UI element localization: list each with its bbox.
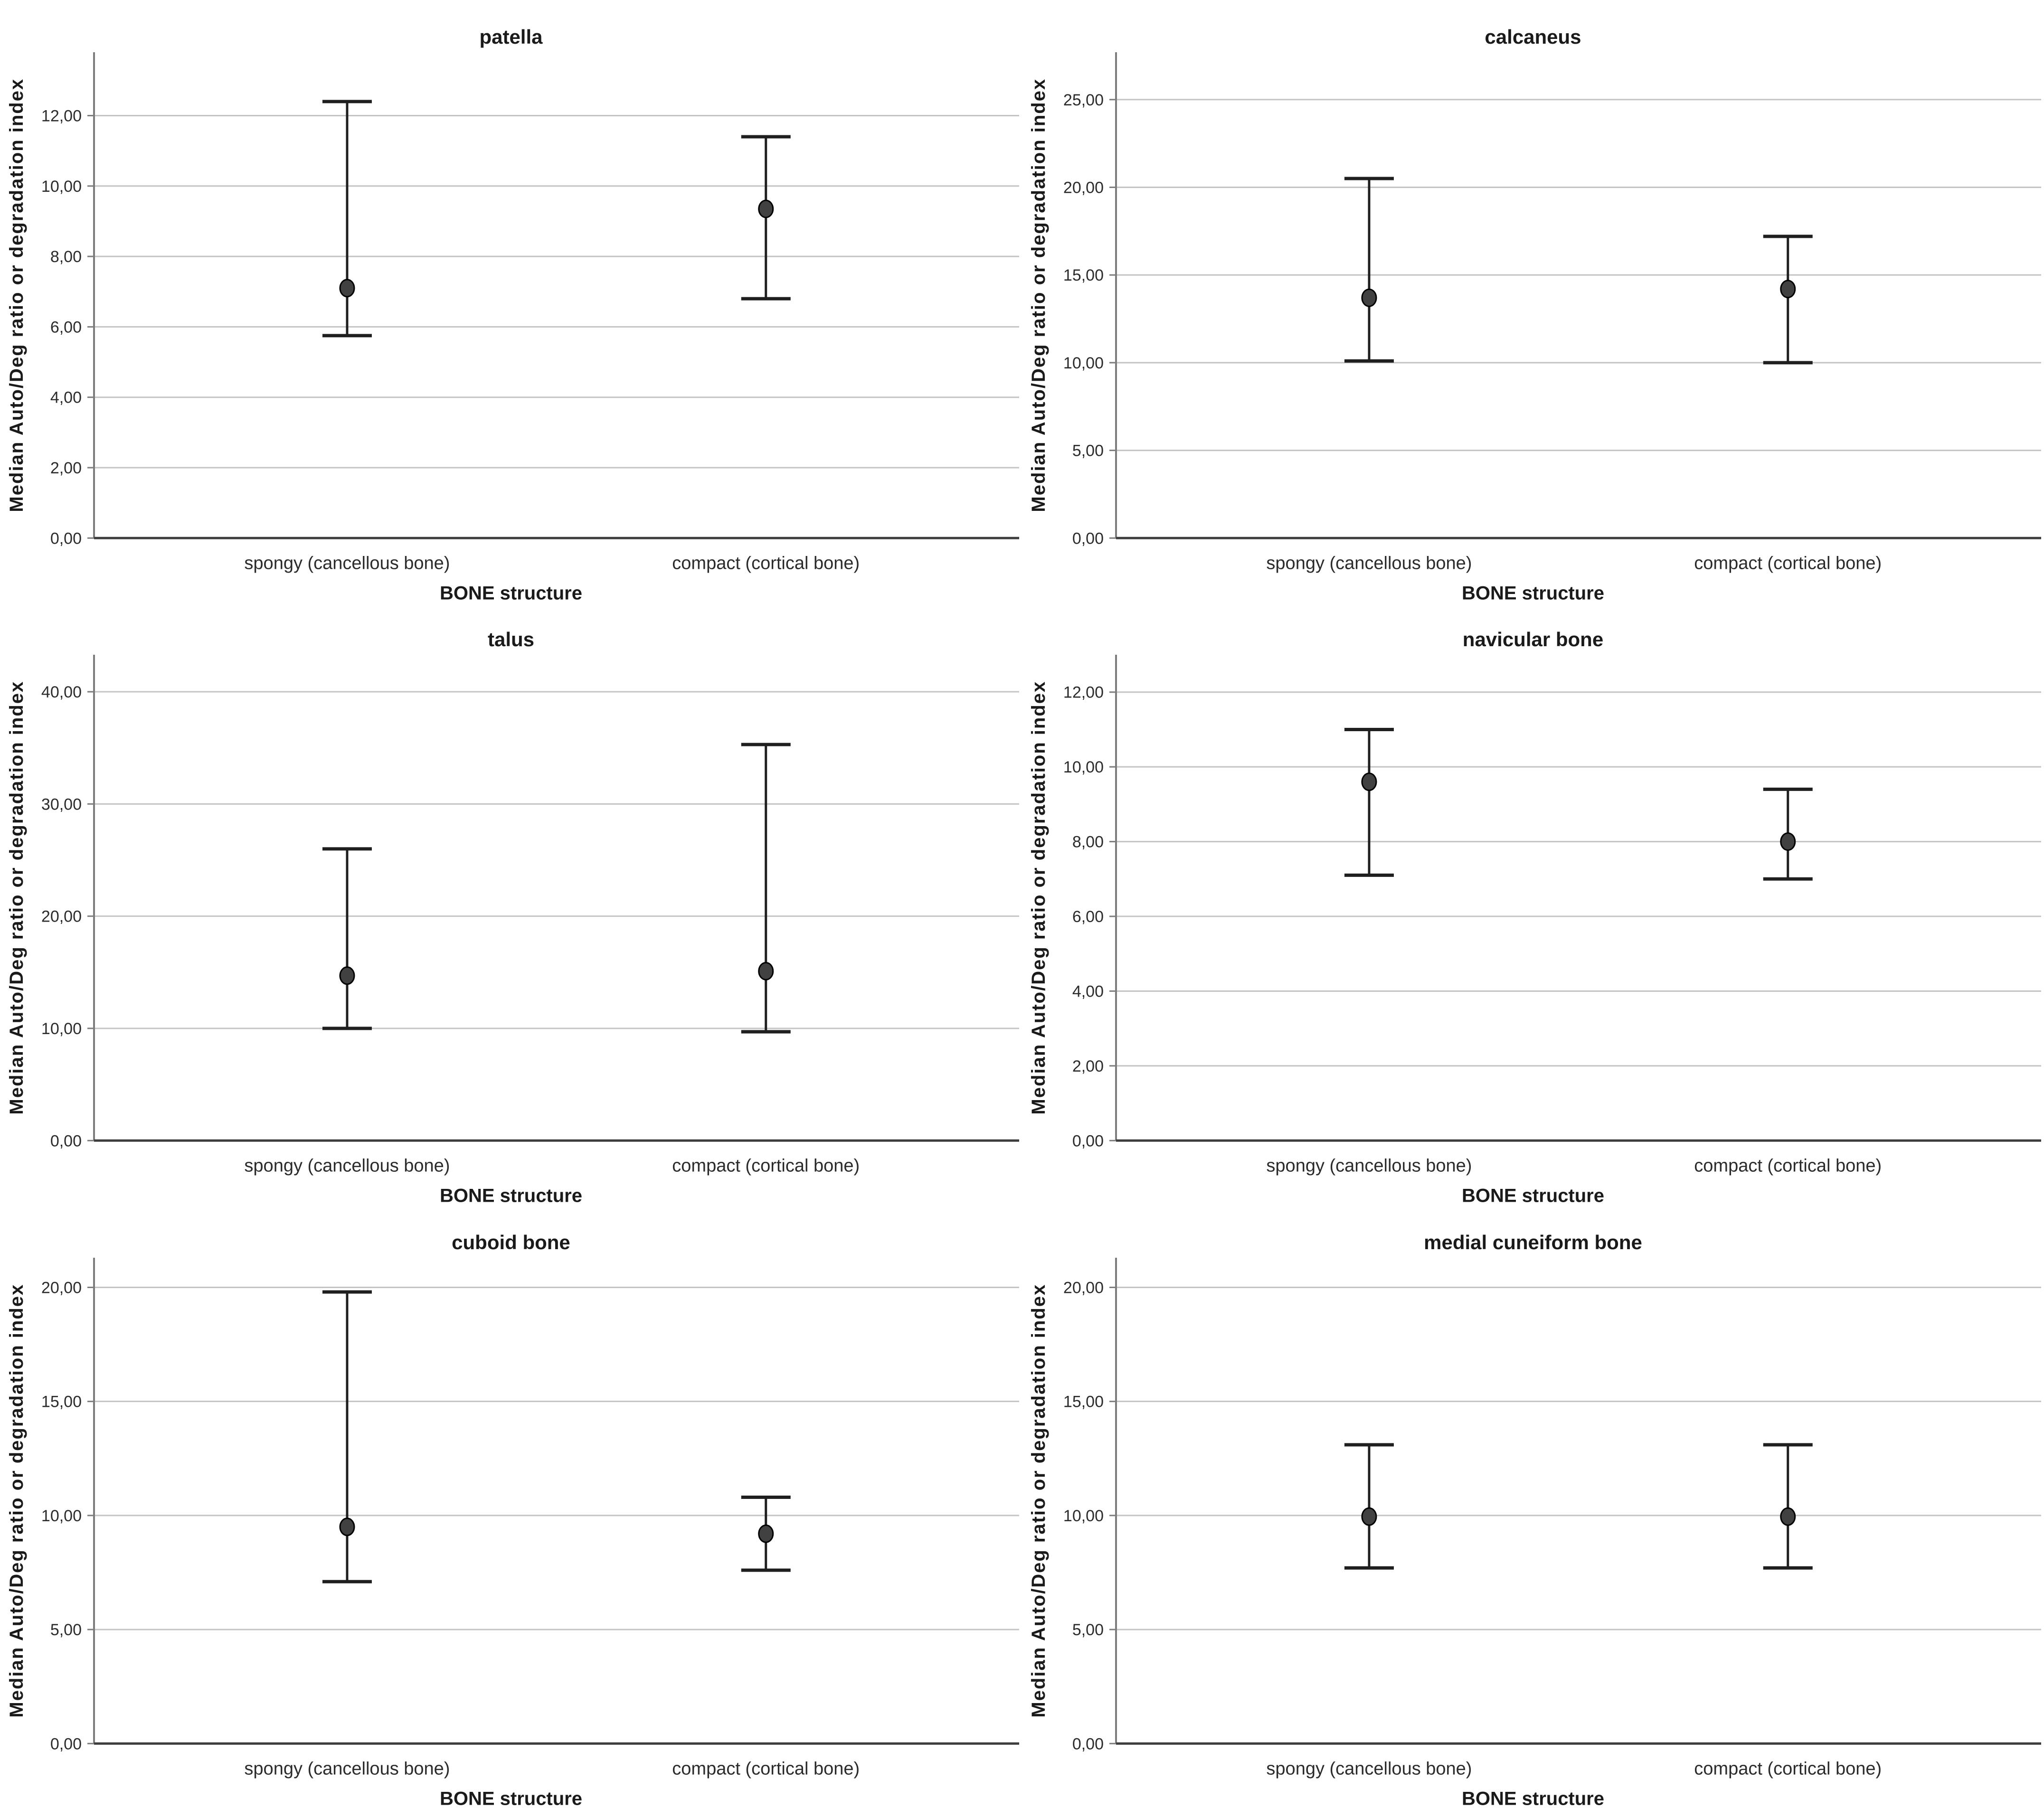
median-point <box>1361 772 1377 791</box>
y-tick-label: 15,00 <box>1063 1393 1104 1411</box>
category-label: spongy (cancellous bone) <box>1266 553 1472 573</box>
x-axis-label: BONE structure <box>1462 1788 1604 1808</box>
y-tick-label: 0,00 <box>50 529 82 547</box>
median-point <box>758 962 774 981</box>
y-tick-label: 0,00 <box>50 1132 82 1150</box>
errorbar-chart-medial-cuneiform-bone: 0,00 5,00 10,00 15,00 20,00 spongy (cancellou… <box>1028 1231 2041 1808</box>
median-point <box>758 199 774 218</box>
category-label: spongy (cancellous bone) <box>1266 1759 1472 1779</box>
y-tick-label: 0,00 <box>50 1735 82 1753</box>
chart-title: talus <box>488 628 534 650</box>
y-axis-label: Median Auto/Deg ratio or degradation ind… <box>1028 78 1049 512</box>
median-point <box>1780 280 1796 299</box>
category-label: compact (cortical bone) <box>1694 553 1882 573</box>
y-tick-label: 6,00 <box>1072 908 1104 926</box>
chart-panel-talus: 0,00 10,00 20,00 30,00 40,00 spongy (cancello… <box>0 603 1022 1206</box>
category-label: spongy (cancellous bone) <box>244 553 450 573</box>
y-axis-label: Median Auto/Deg ratio or degradation ind… <box>6 681 27 1115</box>
y-tick-label: 5,00 <box>1072 442 1104 460</box>
y-tick-label: 25,00 <box>1063 91 1104 109</box>
y-tick-label: 10,00 <box>41 178 82 196</box>
category-label: spongy (cancellous bone) <box>244 1156 450 1176</box>
chart-panel-cuboid-bone: 0,00 5,00 10,00 15,00 20,00 spongy (cancellou… <box>0 1205 1022 1808</box>
y-tick-label: 12,00 <box>1063 684 1104 702</box>
median-point <box>339 1517 355 1536</box>
y-tick-label: 10,00 <box>41 1507 82 1525</box>
chart-panel-patella: 0,00 2,00 4,00 6,00 8,00 10,00 12,00 spongy (ca… <box>0 0 1022 603</box>
y-tick-label: 0,00 <box>1072 529 1104 547</box>
y-tick-label: 20,00 <box>1063 179 1104 197</box>
y-tick-label: 10,00 <box>41 1020 82 1038</box>
errorbar-chart-talus: 0,00 10,00 20,00 30,00 40,00 spongy (cancello… <box>6 628 1019 1206</box>
y-tick-label: 40,00 <box>41 683 82 701</box>
x-axis-label: BONE structure <box>1462 583 1604 603</box>
y-tick-label: 12,00 <box>41 107 82 125</box>
chart-panel-navicular-bone: 0,00 2,00 4,00 6,00 8,00 10,00 12,00 spongy (ca… <box>1022 603 2044 1206</box>
y-tick-label: 0,00 <box>1072 1735 1104 1753</box>
errorbar-chart-navicular-bone: 0,00 2,00 4,00 6,00 8,00 10,00 12,00 spongy (ca… <box>1028 628 2041 1206</box>
y-tick-label: 15,00 <box>1063 266 1104 284</box>
x-axis-label: BONE structure <box>440 583 582 603</box>
median-point <box>1780 1507 1796 1526</box>
y-tick-label: 10,00 <box>1063 758 1104 776</box>
y-tick-label: 8,00 <box>1072 833 1104 851</box>
median-point <box>1361 288 1377 307</box>
errorbar-chart-calcaneus: 0,00 5,00 10,00 15,00 20,00 25,00 spongy (canc… <box>1028 26 2041 603</box>
median-point <box>339 966 355 985</box>
x-axis-label: BONE structure <box>440 1788 582 1808</box>
category-label: compact (cortical bone) <box>1694 1156 1882 1176</box>
y-tick-label: 20,00 <box>41 908 82 926</box>
chart-title: navicular bone <box>1463 628 1603 650</box>
chart-title: calcaneus <box>1485 26 1581 48</box>
y-axis-label: Median Auto/Deg ratio or degradation ind… <box>6 1283 27 1717</box>
y-tick-label: 5,00 <box>1072 1621 1104 1639</box>
y-tick-label: 20,00 <box>1063 1279 1104 1297</box>
category-label: compact (cortical bone) <box>672 1759 860 1779</box>
y-tick-label: 8,00 <box>50 248 82 266</box>
y-tick-label: 4,00 <box>50 389 82 407</box>
chart-title: medial cuneiform bone <box>1424 1231 1642 1253</box>
y-axis-label: Median Auto/Deg ratio or degradation ind… <box>1028 681 1049 1115</box>
median-point <box>1361 1507 1377 1526</box>
x-axis-label: BONE structure <box>1462 1186 1604 1206</box>
category-label: spongy (cancellous bone) <box>1266 1156 1472 1176</box>
median-point <box>1780 832 1796 851</box>
y-tick-label: 2,00 <box>1072 1057 1104 1075</box>
y-tick-label: 0,00 <box>1072 1132 1104 1150</box>
category-label: spongy (cancellous bone) <box>244 1759 450 1779</box>
x-axis-label: BONE structure <box>440 1186 582 1206</box>
category-label: compact (cortical bone) <box>1694 1759 1882 1779</box>
y-tick-label: 2,00 <box>50 459 82 477</box>
chart-panel-calcaneus: 0,00 5,00 10,00 15,00 20,00 25,00 spongy (canc… <box>1022 0 2044 603</box>
y-tick-label: 6,00 <box>50 318 82 336</box>
category-label: compact (cortical bone) <box>672 553 860 573</box>
y-tick-label: 10,00 <box>1063 1507 1104 1525</box>
y-axis-label: Median Auto/Deg ratio or degradation ind… <box>1028 1283 1049 1717</box>
chart-panel-medial-cuneiform-bone: 0,00 5,00 10,00 15,00 20,00 spongy (cancellou… <box>1022 1205 2044 1808</box>
median-point <box>339 279 355 298</box>
y-tick-label: 5,00 <box>50 1621 82 1639</box>
chart-title: cuboid bone <box>452 1231 570 1253</box>
errorbar-chart-patella: 0,00 2,00 4,00 6,00 8,00 10,00 12,00 spongy (ca… <box>6 26 1019 603</box>
chart-title: patella <box>479 26 543 48</box>
category-label: compact (cortical bone) <box>672 1156 860 1176</box>
y-tick-label: 30,00 <box>41 796 82 814</box>
y-tick-label: 10,00 <box>1063 354 1104 372</box>
median-point <box>758 1524 774 1543</box>
y-tick-label: 20,00 <box>41 1279 82 1297</box>
y-tick-label: 4,00 <box>1072 983 1104 1001</box>
y-tick-label: 15,00 <box>41 1393 82 1411</box>
errorbar-chart-cuboid-bone: 0,00 5,00 10,00 15,00 20,00 spongy (cancellou… <box>6 1231 1019 1808</box>
y-axis-label: Median Auto/Deg ratio or degradation ind… <box>6 78 27 512</box>
